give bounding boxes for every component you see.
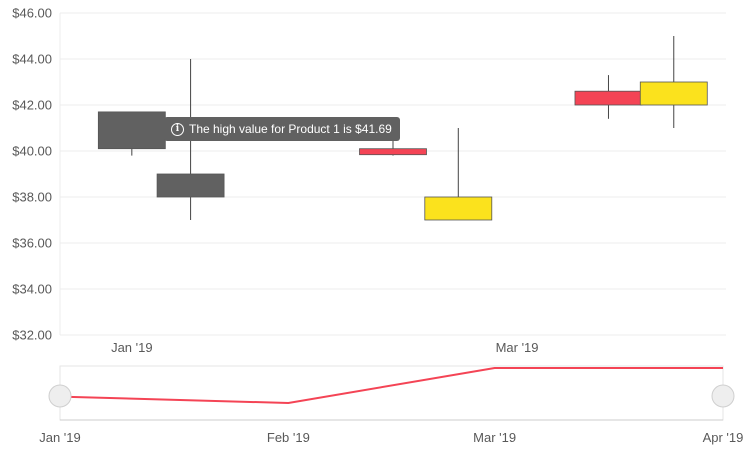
tooltip-text: The high value for Product 1 is $41.69 — [189, 122, 392, 136]
x-tick-label: Mar '19 — [496, 340, 539, 355]
y-axis-tick-labels: $32.00 $34.00 $36.00 $38.00 $40.00 $42.00 $44.… — [12, 6, 52, 343]
y-tick-label: $34.00 — [12, 282, 52, 297]
x-tick-label: Jan '19 — [111, 340, 153, 355]
navigator-x-tick-label: Feb '19 — [267, 430, 310, 445]
y-tick-label: $36.00 — [12, 236, 52, 251]
candle-body — [156, 173, 225, 198]
candle-body — [97, 111, 166, 150]
navigator-handle-left[interactable] — [48, 384, 72, 408]
candle-body — [424, 196, 493, 221]
candle[interactable] — [639, 36, 708, 128]
navigator-window — [59, 365, 724, 421]
y-tick-label: $38.00 — [12, 190, 52, 205]
candle-body — [359, 148, 427, 156]
y-tick-label: $42.00 — [12, 98, 52, 113]
candle[interactable] — [574, 75, 643, 119]
candle[interactable] — [97, 111, 166, 156]
candles — [97, 36, 708, 221]
y-tick-label: $44.00 — [12, 52, 52, 67]
navigator[interactable]: Jan '19 Feb '19 Mar '19 Apr '19 — [39, 365, 744, 445]
candle[interactable] — [424, 128, 493, 221]
y-tick-label: $40.00 — [12, 144, 52, 159]
x-axis-tick-labels: Jan '19 Mar '19 — [111, 340, 538, 355]
candle[interactable] — [359, 139, 427, 156]
y-tick-label: $32.00 — [12, 328, 52, 343]
navigator-handle-right[interactable] — [711, 384, 735, 408]
candle-body — [639, 81, 708, 106]
navigator-x-tick-label: Jan '19 — [39, 430, 81, 445]
navigator-series-line — [59, 367, 723, 405]
navigator-x-tick-label: Apr '19 — [703, 430, 744, 445]
candle-body — [574, 90, 643, 106]
navigator-x-tick-label: Mar '19 — [473, 430, 516, 445]
tooltip: i The high value for Product 1 is $41.69 — [164, 117, 400, 141]
y-tick-label: $46.00 — [12, 6, 52, 21]
info-icon: i — [171, 122, 184, 136]
